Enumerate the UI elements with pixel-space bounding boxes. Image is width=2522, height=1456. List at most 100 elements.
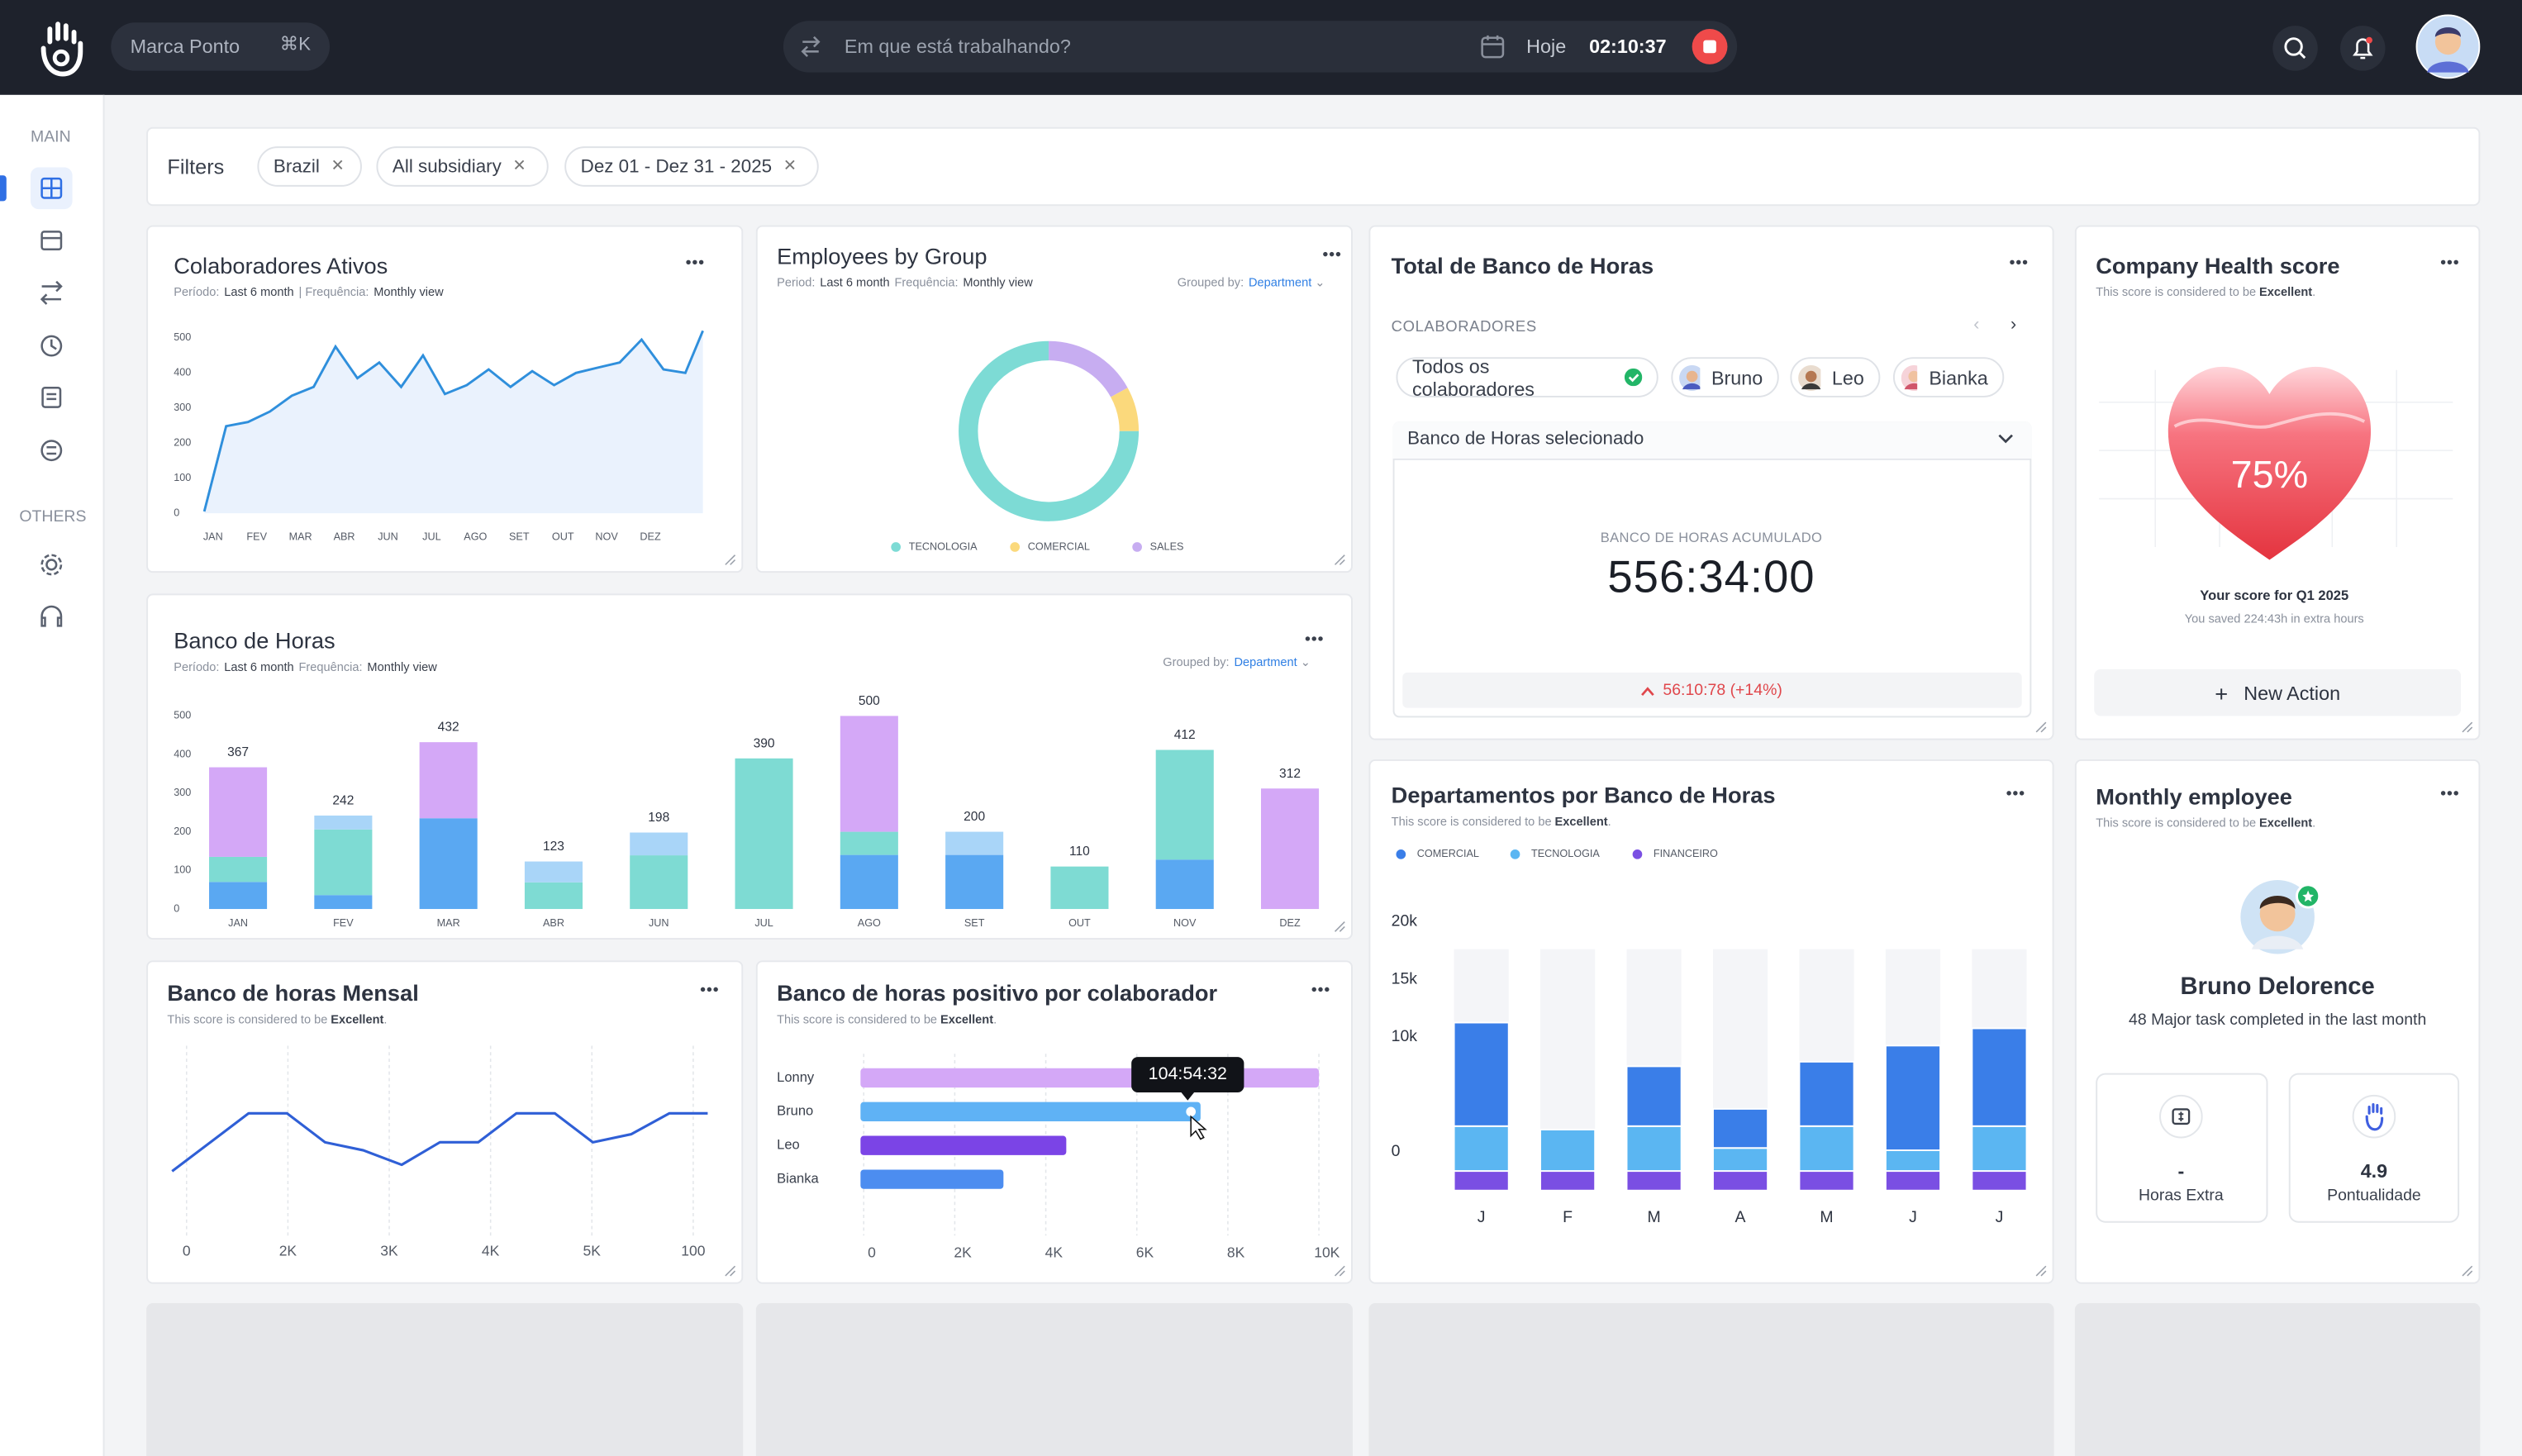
placeholder-card — [2074, 1303, 2481, 1456]
card — [1368, 759, 2054, 1284]
grouped-label: Grouped by: — [1177, 274, 1244, 290]
card-subtitle: This score is considered to be Excellent. — [2096, 284, 2316, 300]
card-subtitle: Período: Last 6 month | Frequência: Monthly… — [174, 284, 448, 300]
card — [1368, 225, 2054, 740]
placeholder-card — [1368, 1303, 2054, 1456]
app-switcher[interactable] — [111, 22, 331, 71]
metric-change: 56:10:78 (+14%) — [1640, 683, 1782, 699]
chip-label: Bianka — [1929, 365, 1988, 389]
new-action-button[interactable] — [2094, 669, 2462, 716]
rating: Excellent — [331, 1011, 384, 1027]
bank-select[interactable] — [1392, 421, 2032, 460]
timer: 02:10:37 — [1589, 35, 1667, 59]
search-placeholder: Em que está trabalhando? — [844, 35, 1071, 59]
stat-value: 4.9 — [2360, 1159, 2388, 1183]
employee-name: Bruno Delorence — [2180, 973, 2375, 1002]
period-label: Período: — [174, 284, 220, 300]
frequency: Monthly view — [367, 659, 437, 674]
logo[interactable] — [36, 19, 87, 77]
up-caret — [1641, 687, 1654, 696]
grouped-by[interactable]: Grouped by: Department ⌄ — [1163, 654, 1311, 669]
period: Last 6 month — [224, 284, 294, 300]
stat-value: - — [2177, 1159, 2185, 1183]
stop-button[interactable] — [1691, 27, 1730, 66]
stat-label: Pontualidade — [2327, 1187, 2421, 1206]
next-button[interactable]: › — [2010, 315, 2017, 335]
rating: Excellent — [2259, 816, 2313, 830]
filter-chip[interactable]: Brazil ✕ — [257, 146, 362, 187]
frequency-label: | Frequência: — [298, 284, 369, 300]
period-label: Período: — [174, 659, 220, 674]
stat-box — [2288, 1073, 2460, 1223]
metric-label: BANCO DE HORAS ACUMULADO — [1600, 529, 1823, 546]
employee-description: 48 Major task completed in the last mont… — [2129, 1011, 2427, 1030]
filter-chip[interactable]: Dez 01 - Dez 31 - 2025 ✕ — [564, 146, 819, 187]
subtitle-text: This score is considered to be — [777, 1011, 938, 1027]
filter-chip[interactable]: All subsidiary ✕ — [376, 146, 549, 187]
check-icon — [1625, 368, 1643, 387]
period: Last 6 month — [224, 659, 294, 674]
placeholder-card — [755, 1303, 1353, 1456]
change-bar — [1402, 672, 2022, 708]
search-bar[interactable] — [783, 21, 1738, 73]
brand: Marca Ponto — [130, 35, 240, 59]
sidebar-section: OTHERS — [19, 508, 87, 526]
person-chip[interactable]: Todos os colaboradores — [1396, 354, 1658, 400]
card — [2074, 759, 2481, 1284]
sidebar-section: MAIN — [30, 128, 71, 147]
card-title: Total de Banco de Horas — [1391, 252, 1654, 278]
filters-title: Filters — [167, 154, 225, 179]
period: Last 6 month — [820, 274, 890, 290]
sidebar — [0, 94, 105, 1456]
person-chip[interactable]: Leo — [1790, 357, 1881, 397]
chip-label: Brazil — [273, 156, 320, 177]
subtitle-text: This score is considered to be — [2096, 284, 2257, 300]
chip-remove[interactable]: ✕ — [512, 157, 526, 176]
grouped-by[interactable]: Grouped by: Department ⌄ — [1177, 274, 1325, 290]
rating: Excellent — [940, 1011, 994, 1027]
card-subtitle: This score is considered to be Excellent. — [1392, 816, 1611, 828]
period-label: Period: — [777, 274, 816, 290]
card-title: Company Health score — [2096, 252, 2340, 278]
card-title: Banco de Horas — [174, 627, 335, 654]
chip-remove[interactable]: ✕ — [331, 157, 345, 176]
chip-remove[interactable]: ✕ — [783, 157, 797, 176]
plus-icon: + — [2215, 680, 2229, 707]
chip-label: Dez 01 - Dez 31 - 2025 — [580, 156, 773, 177]
stat-icon — [2352, 1094, 2396, 1139]
notifications-button[interactable] — [2339, 24, 2386, 72]
rating: Excellent — [1554, 814, 1608, 829]
card-subtitle: Period: Last 6 month Frequência: Monthly vi… — [777, 274, 1038, 290]
card — [755, 960, 1353, 1284]
score-note: You saved 224:43h in extra hours — [2184, 611, 2364, 626]
card — [146, 960, 744, 1284]
chip-label: Bruno — [1711, 365, 1763, 389]
chip-label: Leo — [1831, 365, 1864, 389]
subtitle-end: . — [2312, 284, 2316, 300]
person-chip[interactable]: Bruno — [1671, 357, 1779, 397]
search-button[interactable] — [2271, 24, 2319, 72]
stat-icon — [2159, 1094, 2203, 1139]
person-chip[interactable]: Bianka — [1892, 357, 2005, 397]
prev-button[interactable]: ‹ — [1973, 315, 1980, 335]
card-title: Colaboradores Ativos — [174, 252, 388, 278]
subtitle-end: . — [2312, 816, 2316, 830]
subtitle-text: This score is considered to be — [2096, 816, 2257, 830]
subtitle-end: . — [1607, 814, 1611, 829]
rating: Excellent — [2259, 284, 2313, 300]
frequency: Monthly view — [374, 284, 444, 300]
frequency: Monthly view — [963, 274, 1033, 290]
select-label: Banco de Horas selecionado — [1407, 429, 1644, 450]
score-caption: Your score for Q1 2025 — [2200, 587, 2349, 604]
card-subtitle: Período: Last 6 month Frequência: Monthly v… — [174, 661, 441, 673]
heart-graphic — [2099, 366, 2453, 560]
section-label: COLABORADORES — [1391, 318, 1537, 336]
action-text: New Action — [2244, 682, 2341, 705]
subtitle-text: This score is considered to be — [167, 1011, 328, 1027]
employee-avatar — [2240, 879, 2321, 954]
stat-box — [2096, 1073, 2268, 1223]
user-avatar[interactable] — [2415, 14, 2481, 79]
sidebar-icons — [30, 167, 73, 627]
card-subtitle: This score is considered to be Excellent. — [2096, 817, 2315, 830]
